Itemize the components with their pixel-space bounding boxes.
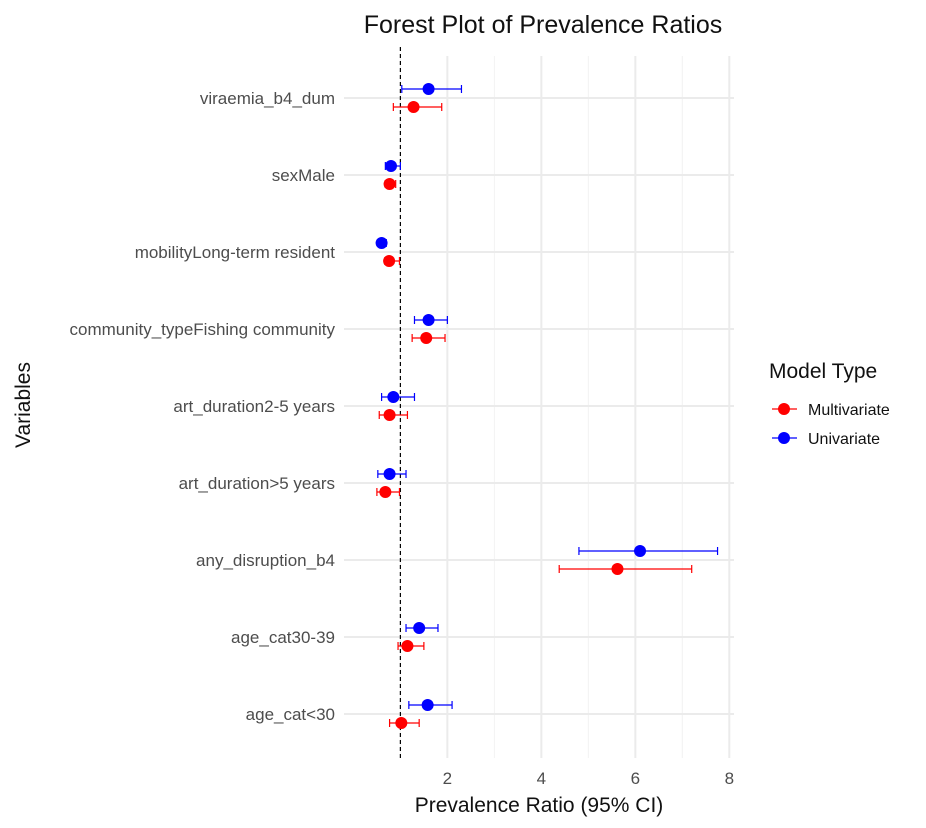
chart-title: Forest Plot of Prevalence Ratios [364,11,723,39]
estimate-point [634,545,647,557]
estimate-point [413,622,426,634]
estimate-point [383,409,396,421]
legend-label: Multivariate [808,402,890,419]
estimate-point [379,486,392,498]
estimate-point [383,178,396,190]
legend-label: Univariate [808,431,880,448]
y-tick-label: art_duration2-5 years [173,397,335,416]
x-axis-tick-labels: 2 4 6 8 [443,769,734,788]
estimate-point [420,332,433,344]
y-tick-label: mobilityLong-term resident [135,243,336,262]
series-multivariate [376,101,693,729]
data-marks [375,83,719,729]
y-tick-label: community_typeFishing community [70,320,336,339]
y-axis-labels: viraemia_b4_dum sexMale mobilityLong-term … [70,89,336,724]
legend-title: Model Type [769,360,877,383]
estimate-point [387,391,400,403]
estimate-point [421,699,434,711]
x-tick-label: 4 [537,769,546,788]
y-tick-label: any_disruption_b4 [196,551,335,570]
y-tick-label: sexMale [272,166,335,185]
grid-lines [344,56,734,758]
y-tick-label: age_cat<30 [246,705,335,724]
estimate-point [611,563,624,575]
estimate-point [401,640,414,652]
estimate-point [422,83,435,95]
legend-key-point [778,403,790,415]
estimate-point [395,717,408,729]
y-tick-label: art_duration>5 years [179,474,335,493]
estimate-point [375,237,388,249]
estimate-point [407,101,420,113]
x-tick-label: 6 [631,769,640,788]
series-univariate [375,83,719,711]
x-tick-label: 8 [725,769,734,788]
estimate-point [422,314,435,326]
y-tick-label: age_cat30-39 [231,628,335,647]
estimate-point [383,255,396,267]
estimate-point [383,468,396,480]
legend-item-multivariate: Multivariate [772,402,890,419]
y-axis-title: Variables [12,362,35,448]
legend-key-point [778,432,790,444]
y-tick-label: viraemia_b4_dum [200,89,335,108]
x-axis-title: Prevalence Ratio (95% CI) [415,794,664,817]
x-tick-label: 2 [443,769,452,788]
legend: Model Type Multivariate Univariate [769,360,890,448]
estimate-point [384,160,397,172]
legend-item-univariate: Univariate [772,431,880,448]
